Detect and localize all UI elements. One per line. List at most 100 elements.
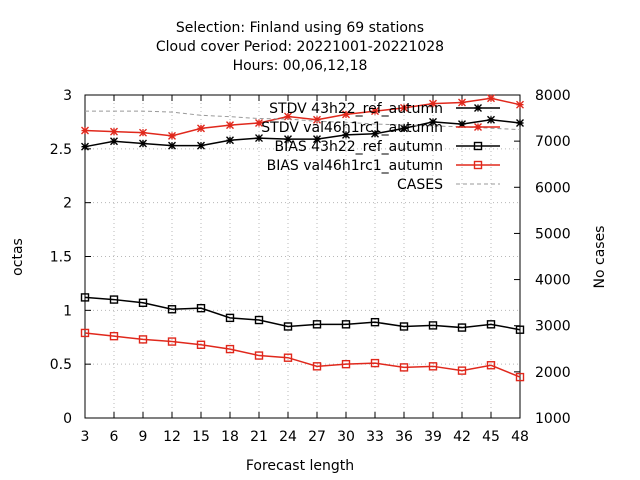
data-point [196,303,206,313]
x-tick-label: 21 [250,429,268,445]
legend-label: CASES [397,177,443,193]
data-point [138,298,148,307]
data-point [399,322,409,331]
data-point [109,331,119,341]
data-point [80,293,90,302]
data-point [486,320,496,329]
series-line [84,296,521,331]
series-layer [80,94,525,382]
y-tick-label: 0 [63,411,72,427]
y-tick-label: 3 [63,88,72,104]
data-point [167,337,177,346]
data-point [226,121,234,130]
data-point [139,139,147,148]
x-tick-label: 27 [308,429,326,445]
data-point [474,123,482,131]
y-tick-label: 1 [63,303,72,319]
data-point [516,100,524,109]
data-point [225,344,235,354]
data-point [313,135,321,144]
series-bias-val46h1rc1-autumn [80,328,525,382]
x-axis-label: Forecast length [246,458,354,474]
y-tick-label: 2 [63,196,72,212]
data-point [225,313,235,323]
data-point [139,128,147,137]
data-point [197,124,205,133]
x-tick-label: 33 [366,429,384,445]
data-point [428,321,438,330]
y-axis-label: octas [10,238,26,276]
y-tick-label: 1.5 [50,250,72,266]
title-line-2: Cloud cover Period: 20221001-20221028 [156,39,444,55]
data-point [110,127,118,136]
y2-tick-label: 6000 [535,180,571,196]
data-point [428,362,438,371]
data-point [473,160,483,170]
data-point [254,351,264,360]
y-tick-label: 2.5 [50,142,72,158]
legend-item: BIAS 43h22_ref_autumn [275,139,500,155]
title-line-3: Hours: 00,06,12,18 [233,58,368,74]
data-point [138,335,148,344]
data-point [486,361,496,370]
data-point [110,137,118,146]
data-point [342,110,350,119]
data-point [197,141,205,150]
data-point [342,130,350,139]
series-stdv-val46h1rc1-autumn [81,94,524,140]
data-point [226,136,234,145]
y2-tick-label: 3000 [535,319,571,335]
x-tick-label: 9 [139,429,148,445]
legend-label: STDV val46h1rc1_autumn [261,120,443,136]
data-point [400,124,408,133]
series-bias-43h22-ref-autumn [80,293,525,334]
data-point [283,353,293,362]
data-point [487,115,495,124]
y2-tick-label: 2000 [535,365,571,381]
series-line [84,97,521,137]
data-point [429,99,437,108]
x-tick-label: 3 [81,429,90,445]
data-point [283,322,293,331]
data-point [341,359,351,369]
data-point [370,317,380,327]
data-point [516,118,524,127]
grid [85,95,520,418]
legend-label: BIAS val46h1rc1_autumn [267,158,443,174]
data-point [109,295,119,304]
y2-tick-label: 7000 [535,134,571,150]
data-point [458,120,466,129]
data-point [515,372,525,382]
legend-label: BIAS 43h22_ref_autumn [275,139,443,155]
y-axis-left: 0 0.5 1 1.5 2 2.5 3 [50,88,91,427]
data-point [473,141,483,151]
legend-item: BIAS val46h1rc1_autumn [267,158,500,174]
y2-tick-label: 5000 [535,226,571,242]
x-tick-label: 30 [337,429,355,445]
y2-tick-label: 4000 [535,273,571,289]
x-tick-label: 6 [110,429,119,445]
data-point [168,141,176,150]
data-point [457,323,467,332]
x-tick-label: 15 [192,429,210,445]
data-point [167,305,177,314]
x-tick-label: 45 [482,429,500,445]
data-point [196,340,206,349]
x-tick-label: 18 [221,429,239,445]
data-point [515,325,525,334]
series-stdv-43h22-ref-autumn [81,115,524,151]
legend: STDV 43h22_ref_autumn STDV val46h1rc1_aut… [261,101,500,193]
series-line [84,332,521,378]
data-point [284,135,292,144]
y2-tick-label: 8000 [535,88,571,104]
legend-item: CASES [397,177,500,193]
y2-axis-label: No cases [592,226,608,289]
data-point [458,98,466,107]
series-line [84,119,521,148]
legend-item: STDV val46h1rc1_autumn [261,120,500,136]
data-point [255,134,263,143]
data-point [429,117,437,126]
data-point [168,131,176,140]
legend-label: STDV 43h22_ref_autumn [269,101,443,117]
